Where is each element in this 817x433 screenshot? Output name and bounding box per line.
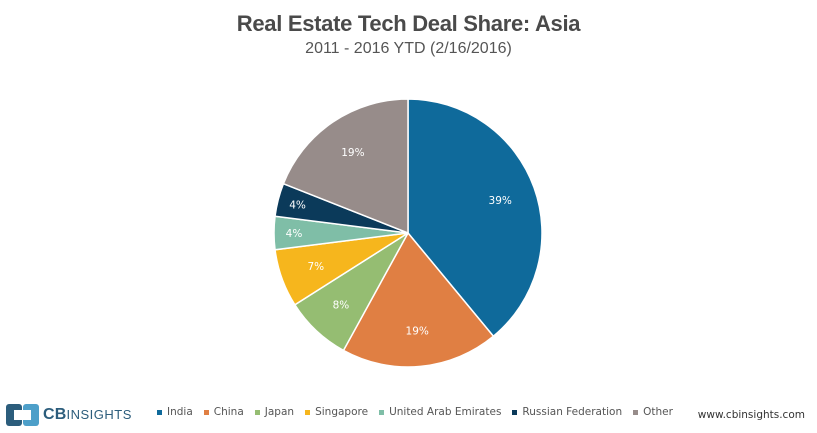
legend-swatch-other bbox=[633, 409, 639, 415]
legend-item-united-arab-emirates: United Arab Emirates bbox=[379, 406, 501, 418]
pie-slice-other bbox=[282, 98, 409, 235]
slice-label-russian-federation: 4% bbox=[289, 200, 306, 212]
legend-item-singapore: Singapore bbox=[305, 406, 368, 418]
slice-label-china: 19% bbox=[406, 326, 429, 338]
slice-label-japan: 8% bbox=[333, 299, 350, 311]
legend-item-india: India bbox=[157, 406, 193, 418]
legend-swatch-japan bbox=[254, 409, 260, 415]
legend-swatch-russian-federation bbox=[512, 409, 518, 415]
legend-label-russian-federation: Russian Federation bbox=[522, 406, 623, 418]
legend-label-singapore: Singapore bbox=[315, 406, 369, 418]
logo-light-text: INSIGHTS bbox=[66, 407, 132, 422]
legend-swatch-india bbox=[157, 409, 162, 415]
chart-title: Real Estate Tech Deal Share: Asia bbox=[236, 11, 581, 36]
cb-insights-logo-icon bbox=[6, 404, 39, 426]
legend-label-india: India bbox=[167, 406, 193, 418]
legend-label-united-arab-emirates: United Arab Emirates bbox=[389, 406, 502, 418]
legend-item-japan: Japan bbox=[254, 406, 295, 418]
legend-item-russian-federation: Russian Federation bbox=[512, 406, 622, 418]
cb-insights-logo: CBINSIGHTS bbox=[6, 404, 132, 426]
slice-label-india: 39% bbox=[489, 195, 512, 207]
legend-swatch-singapore bbox=[305, 409, 311, 415]
legend-item-china: China bbox=[203, 406, 244, 418]
website-url: www.cbinsights.com bbox=[697, 409, 805, 421]
slice-label-united-arab-emirates: 4% bbox=[286, 228, 303, 240]
slice-label-other: 19% bbox=[341, 147, 364, 159]
legend-item-other: Other bbox=[633, 406, 673, 418]
legend-label-china: China bbox=[213, 406, 244, 418]
chart-subtitle: 2011 - 2016 YTD (2/16/2016) bbox=[305, 40, 512, 57]
legend-swatch-united-arab-emirates bbox=[379, 409, 385, 415]
cb-insights-logo-text: CBINSIGHTS bbox=[43, 406, 132, 424]
logo-bold-text: CB bbox=[43, 406, 67, 423]
legend-label-japan: Japan bbox=[264, 406, 295, 418]
legend-swatch-china bbox=[203, 409, 209, 415]
pie-slice-china bbox=[342, 231, 495, 368]
slice-label-singapore: 7% bbox=[307, 261, 324, 273]
pie-slice-india bbox=[407, 98, 543, 338]
legend-label-other: Other bbox=[643, 406, 673, 418]
chart-legend: India China Japan Singapore United Arab Emir… bbox=[157, 406, 684, 418]
